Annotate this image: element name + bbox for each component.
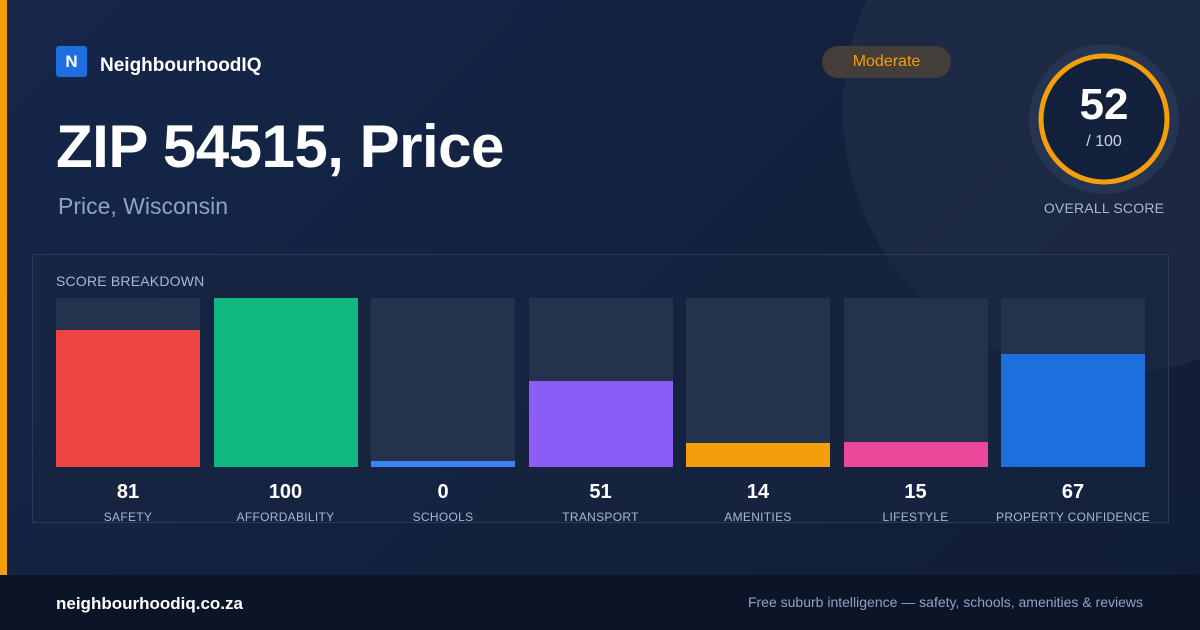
score-ring-graphic (1029, 44, 1179, 194)
bar-track (213, 298, 358, 467)
bar-value: 100 (268, 481, 303, 503)
bar-label: SCHOOLS (412, 510, 474, 524)
bar-track (843, 298, 988, 467)
bar-value: 81 (116, 481, 140, 503)
footer-tagline: Free suburb intelligence — safety, schoo… (747, 594, 1143, 610)
footer-domain[interactable]: neighbourhoodiq.co.za (56, 594, 243, 613)
brand: N NeighbourhoodIQ (56, 46, 261, 77)
page-title: ZIP 54515, Price (56, 113, 504, 180)
bar-label: TRANSPORT (562, 510, 639, 524)
overall-score-ring: 52 / 100 (1028, 43, 1180, 195)
footer: neighbourhoodiq.co.za Free suburb intell… (0, 575, 1200, 630)
score-breakdown-panel: SCORE BREAKDOWN 81 SAFETY 100 AFFORDABILITY… (32, 254, 1169, 524)
bar-value: 0 (437, 481, 449, 503)
bar-track (528, 298, 673, 467)
breakdown-title: SCORE BREAKDOWN (56, 273, 205, 289)
brand-logo-icon: N (56, 46, 87, 77)
bar-fill (371, 461, 515, 467)
bar-label: AFFORDABILITY (236, 510, 335, 524)
overall-score-max: / 100 (1086, 133, 1122, 150)
bar-value: 14 (746, 481, 770, 503)
rating-badge: Moderate (822, 46, 951, 78)
bar-fill (528, 380, 673, 467)
bar-track (56, 298, 200, 467)
bar-value: 67 (1061, 481, 1085, 503)
bar-track (371, 298, 515, 467)
accent-bar (0, 0, 7, 575)
brand-name: NeighbourhoodIQ (100, 55, 262, 76)
bar-label: AMENITIES (724, 510, 792, 524)
bar-fill (843, 441, 988, 467)
bar-fill (56, 330, 200, 467)
bar-label: PROPERTY CONFIDENCE (996, 510, 1150, 524)
page-subtitle: Price, Wisconsin (58, 193, 228, 219)
overall-score-label: OVERALL SCORE (1043, 200, 1165, 216)
bar-fill (213, 298, 358, 467)
bar-label: LIFESTYLE (882, 510, 949, 524)
bar-value: 51 (589, 481, 612, 503)
bar-fill (686, 443, 830, 467)
bar-track (686, 298, 830, 467)
bar-fill (1001, 353, 1145, 467)
bar-track (1001, 298, 1145, 467)
bar-label: SAFETY (103, 510, 153, 524)
bar-value: 15 (904, 481, 927, 503)
score-ring-progress (1038, 53, 1170, 185)
overall-score-value: 52 (1079, 80, 1129, 129)
